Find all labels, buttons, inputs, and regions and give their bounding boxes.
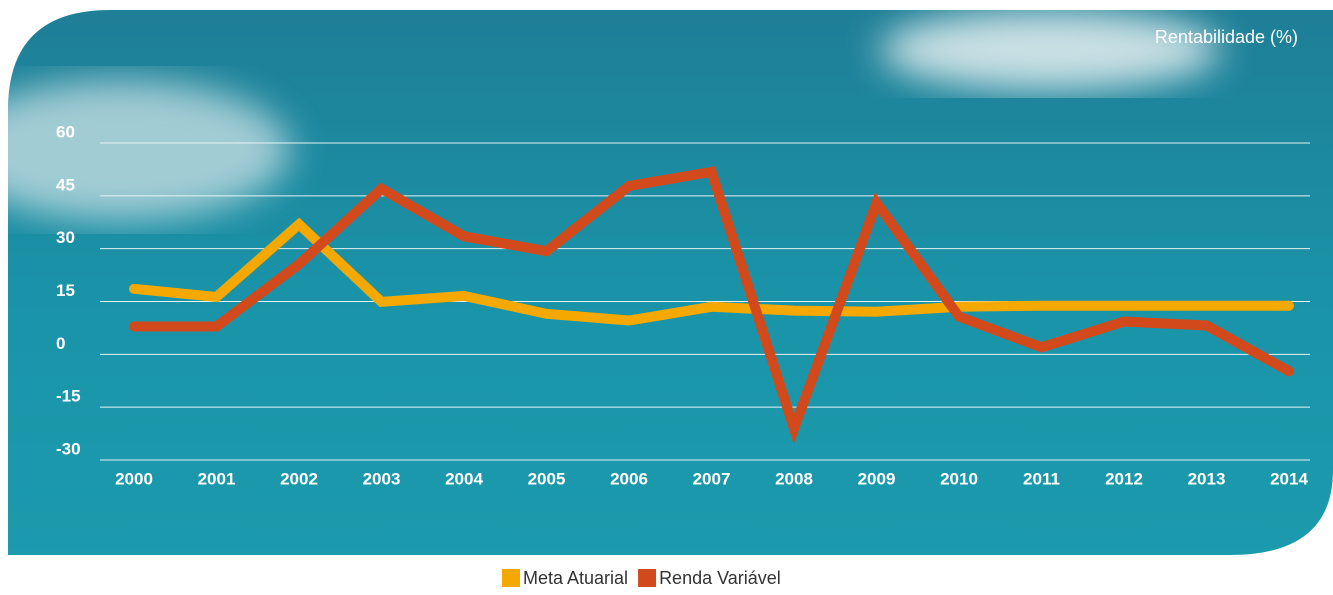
x-tick-label: 2012 — [1105, 469, 1143, 488]
y-tick-label: -30 — [56, 439, 81, 458]
x-tick-label: 2011 — [1023, 469, 1060, 488]
legend: Meta Atuarial Renda Variável — [502, 568, 781, 588]
x-tick-label: 2001 — [198, 469, 236, 488]
x-tick-label: 2004 — [445, 469, 483, 488]
y-axis-label: Rentabilidade (%) — [1155, 27, 1298, 47]
y-tick-label: 0 — [56, 334, 65, 353]
x-tick-label: 2013 — [1188, 469, 1226, 488]
y-tick-label: 30 — [56, 228, 75, 247]
x-tick-label: 2003 — [363, 469, 401, 488]
x-tick-label: 2014 — [1270, 469, 1308, 488]
x-tick-label: 2002 — [280, 469, 318, 488]
chart: Rentabilidade (%) Meta Atuarial Renda Var… — [0, 0, 1333, 595]
x-tick-label: 2008 — [775, 469, 813, 488]
x-tick-label: 2006 — [610, 469, 648, 488]
x-tick-label: 2005 — [528, 469, 566, 488]
legend-swatch — [638, 569, 656, 587]
x-tick-label: 2009 — [858, 469, 896, 488]
y-tick-label: 60 — [56, 122, 75, 141]
x-tick-label: 2000 — [115, 469, 153, 488]
y-tick-label: 45 — [56, 175, 75, 194]
x-tick-label: 2007 — [693, 469, 731, 488]
x-tick-label: 2010 — [940, 469, 978, 488]
legend-label: Meta Atuarial — [523, 568, 628, 588]
y-tick-label: -15 — [56, 387, 81, 406]
legend-swatch — [502, 569, 520, 587]
legend-label: Renda Variável — [659, 568, 781, 588]
y-tick-label: 15 — [56, 281, 75, 300]
